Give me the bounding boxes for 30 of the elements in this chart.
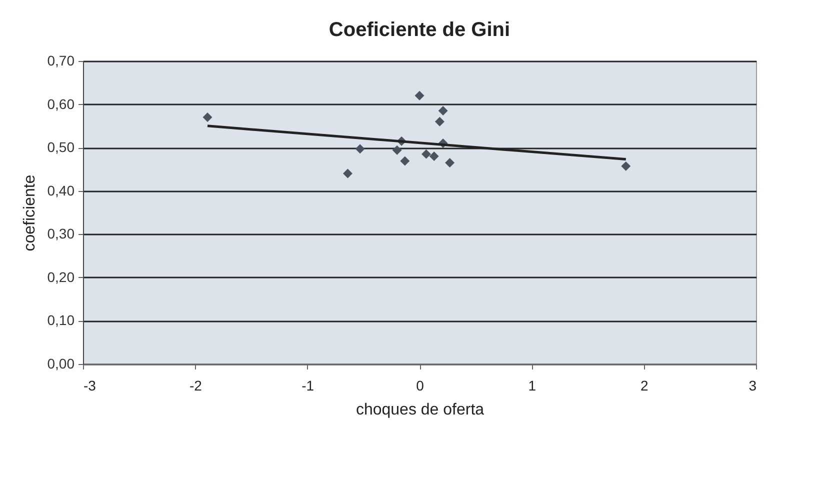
- point: [429, 151, 439, 161]
- point: [414, 90, 424, 100]
- y-tick-label: 0,50: [47, 139, 75, 156]
- point: [621, 161, 631, 171]
- x-tick-label: -3: [84, 378, 96, 394]
- y-tick-label: 0,00: [47, 356, 75, 372]
- y-tick-label: 0,70: [47, 52, 75, 68]
- chart-title: Coeficiente de Gini: [328, 19, 510, 41]
- y-tick-label: 0,20: [47, 268, 75, 285]
- x-tick-label: -2: [189, 378, 202, 394]
- point: [342, 168, 352, 178]
- y-axis-title: coeficiente: [21, 174, 38, 252]
- y-tick-label: 0,60: [47, 96, 75, 112]
- point: [421, 149, 431, 159]
- x-tick-label: 0: [416, 378, 424, 394]
- y-tick-label: 0,40: [47, 182, 75, 198]
- y-tick-label: 0,10: [47, 312, 75, 328]
- point: [434, 116, 444, 126]
- point: [202, 112, 212, 122]
- x-tick-label: 3: [748, 378, 757, 394]
- point: [445, 158, 455, 168]
- x-tick-label: 1: [528, 378, 536, 394]
- x-tick-label: 2: [640, 378, 648, 394]
- point: [392, 145, 402, 155]
- point: [355, 144, 365, 154]
- point: [438, 106, 448, 116]
- x-tick-label: -1: [302, 378, 314, 394]
- x-axis-title: choques de oferta: [356, 402, 484, 418]
- y-tick-label: 0,30: [47, 226, 75, 242]
- point: [400, 156, 410, 166]
